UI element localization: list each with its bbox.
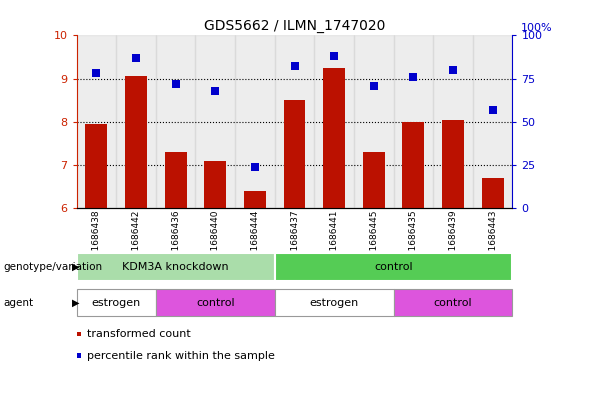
Text: control: control bbox=[196, 298, 234, 308]
Bar bbox=[393, 289, 512, 316]
Bar bbox=[125, 76, 147, 208]
Text: 100%: 100% bbox=[521, 22, 552, 33]
Point bbox=[329, 53, 339, 59]
Bar bbox=[77, 253, 274, 281]
Bar bbox=[393, 35, 433, 208]
Bar bbox=[77, 35, 116, 208]
Text: agent: agent bbox=[3, 298, 33, 308]
Bar bbox=[244, 191, 266, 208]
Text: ▶: ▶ bbox=[72, 262, 80, 272]
Bar bbox=[156, 35, 196, 208]
Bar bbox=[274, 289, 393, 316]
Bar bbox=[283, 100, 305, 208]
Bar bbox=[274, 35, 315, 208]
Point bbox=[92, 70, 101, 77]
Bar bbox=[354, 35, 393, 208]
Point bbox=[409, 74, 418, 80]
Bar bbox=[77, 289, 156, 316]
Point bbox=[210, 88, 220, 94]
Point bbox=[250, 163, 260, 170]
Point bbox=[488, 107, 497, 113]
Bar bbox=[482, 178, 504, 208]
Bar bbox=[323, 68, 345, 208]
Text: KDM3A knockdown: KDM3A knockdown bbox=[123, 262, 229, 272]
Text: estrogen: estrogen bbox=[91, 298, 141, 308]
Bar bbox=[196, 35, 235, 208]
Text: ▶: ▶ bbox=[72, 298, 80, 308]
Bar bbox=[433, 35, 473, 208]
Point bbox=[171, 81, 180, 87]
Bar bbox=[204, 161, 226, 208]
Point bbox=[448, 67, 458, 73]
Point bbox=[369, 83, 379, 89]
Text: genotype/variation: genotype/variation bbox=[3, 262, 102, 272]
Bar bbox=[274, 253, 512, 281]
Point bbox=[131, 55, 141, 61]
Bar bbox=[402, 122, 424, 208]
Text: transformed count: transformed count bbox=[87, 329, 191, 339]
Bar bbox=[363, 152, 385, 208]
Bar bbox=[165, 152, 187, 208]
Text: control: control bbox=[374, 262, 413, 272]
Text: estrogen: estrogen bbox=[309, 298, 359, 308]
Bar bbox=[85, 124, 107, 208]
Bar bbox=[116, 35, 156, 208]
Bar bbox=[473, 35, 512, 208]
Bar bbox=[235, 35, 274, 208]
Bar bbox=[156, 289, 274, 316]
Bar bbox=[442, 119, 464, 208]
Text: control: control bbox=[434, 298, 472, 308]
Text: percentile rank within the sample: percentile rank within the sample bbox=[87, 351, 275, 361]
Bar bbox=[315, 35, 354, 208]
Point bbox=[290, 63, 299, 70]
Title: GDS5662 / ILMN_1747020: GDS5662 / ILMN_1747020 bbox=[204, 19, 385, 33]
